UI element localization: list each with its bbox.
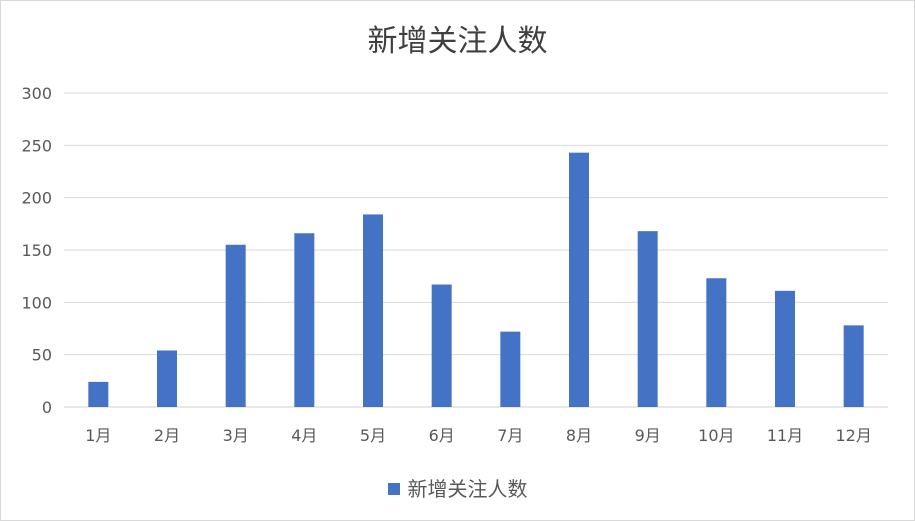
y-tick-label: 100 [21, 293, 52, 312]
y-tick-label: 250 [21, 136, 52, 155]
y-tick-label: 150 [21, 241, 52, 260]
x-tick-label: 3月 [223, 426, 249, 445]
legend: 新增关注人数 [0, 473, 915, 502]
chart-title: 新增关注人数 [367, 24, 548, 59]
x-tick-label: 7月 [497, 426, 523, 445]
x-tick-label: 10月 [698, 426, 734, 445]
legend-label: 新增关注人数 [407, 477, 528, 501]
x-tick-label: 6月 [429, 426, 455, 445]
x-tick-label: 1月 [85, 426, 111, 445]
bar [775, 290, 795, 407]
bar [88, 381, 109, 407]
legend-swatch [387, 482, 400, 495]
bar [500, 331, 521, 407]
x-tick-label: 2月 [154, 426, 180, 445]
x-tick-label: 9月 [635, 426, 661, 445]
x-tick-label: 5月 [360, 426, 386, 445]
bar [363, 214, 383, 407]
y-tick-label: 300 [21, 84, 52, 103]
x-tick-label: 12月 [835, 426, 871, 445]
x-tick-label: 11月 [767, 426, 803, 445]
bar [706, 278, 727, 407]
y-tick-label: 200 [21, 189, 52, 208]
bar [637, 231, 658, 407]
y-tick-label: 0 [42, 398, 52, 417]
x-tick-label: 8月 [566, 426, 592, 445]
bar [294, 233, 315, 407]
y-tick-label: 50 [32, 346, 52, 365]
bar [843, 325, 864, 407]
bar [569, 152, 589, 407]
x-tick-label: 4月 [291, 426, 317, 445]
bar [157, 350, 177, 407]
bar [225, 244, 246, 407]
bar [431, 284, 452, 407]
